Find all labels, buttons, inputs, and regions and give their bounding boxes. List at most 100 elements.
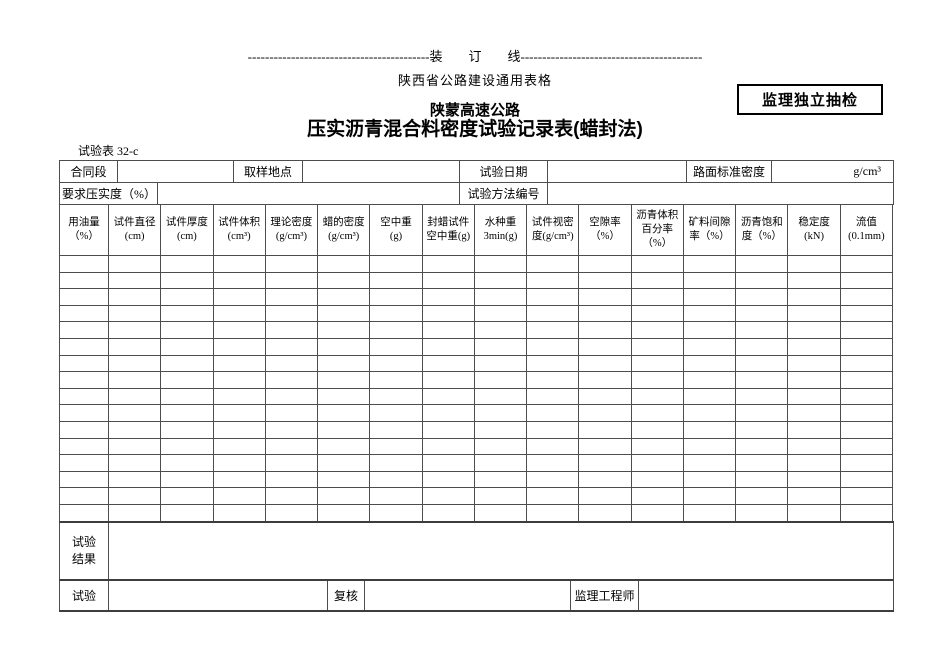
data-cell[interactable] <box>473 337 528 356</box>
data-cell[interactable] <box>212 288 266 306</box>
data-cell[interactable] <box>160 454 214 472</box>
data-cell[interactable] <box>59 321 109 339</box>
data-cell[interactable] <box>421 288 475 306</box>
data-cell[interactable] <box>839 321 894 339</box>
data-cell[interactable] <box>473 470 528 489</box>
data-cell[interactable] <box>787 437 841 456</box>
data-cell[interactable] <box>526 354 580 373</box>
data-cell[interactable] <box>682 503 737 522</box>
data-cell[interactable] <box>787 487 841 505</box>
data-cell[interactable] <box>317 354 371 373</box>
data-cell[interactable] <box>526 371 580 389</box>
data-cell[interactable] <box>578 304 632 323</box>
data-cell[interactable] <box>839 271 894 290</box>
data-cell[interactable] <box>473 420 528 439</box>
data-cell[interactable] <box>473 387 528 406</box>
data-cell[interactable] <box>317 337 371 356</box>
data-cell[interactable] <box>787 404 841 422</box>
data-cell[interactable] <box>839 437 894 456</box>
data-cell[interactable] <box>264 304 319 323</box>
data-cell[interactable] <box>578 470 632 489</box>
contract-section-value[interactable] <box>117 160 234 183</box>
data-cell[interactable] <box>526 437 580 456</box>
data-cell[interactable] <box>264 255 319 273</box>
data-cell[interactable] <box>160 437 214 456</box>
data-cell[interactable] <box>839 288 894 306</box>
data-cell[interactable] <box>473 271 528 290</box>
data-cell[interactable] <box>421 437 475 456</box>
data-cell[interactable] <box>264 387 319 406</box>
data-cell[interactable] <box>264 271 319 290</box>
data-cell[interactable] <box>59 404 109 422</box>
tester-signature-field[interactable] <box>108 578 328 612</box>
data-cell[interactable] <box>473 371 528 389</box>
data-cell[interactable] <box>682 454 737 472</box>
data-cell[interactable] <box>59 288 109 306</box>
sampling-location-value[interactable] <box>302 160 460 183</box>
data-cell[interactable] <box>160 371 214 389</box>
data-cell[interactable] <box>630 321 684 339</box>
data-cell[interactable] <box>107 503 162 522</box>
data-cell[interactable] <box>787 321 841 339</box>
data-cell[interactable] <box>317 255 371 273</box>
data-cell[interactable] <box>787 420 841 439</box>
data-cell[interactable] <box>735 371 789 389</box>
data-cell[interactable] <box>160 404 214 422</box>
data-cell[interactable] <box>526 387 580 406</box>
data-cell[interactable] <box>839 337 894 356</box>
data-cell[interactable] <box>578 337 632 356</box>
data-cell[interactable] <box>212 404 266 422</box>
data-cell[interactable] <box>369 271 423 290</box>
data-cell[interactable] <box>107 271 162 290</box>
data-cell[interactable] <box>682 387 737 406</box>
data-cell[interactable] <box>526 337 580 356</box>
data-cell[interactable] <box>59 255 109 273</box>
data-cell[interactable] <box>107 304 162 323</box>
data-cell[interactable] <box>264 288 319 306</box>
data-cell[interactable] <box>735 437 789 456</box>
data-cell[interactable] <box>735 487 789 505</box>
data-cell[interactable] <box>787 271 841 290</box>
data-cell[interactable] <box>59 354 109 373</box>
data-cell[interactable] <box>787 255 841 273</box>
data-cell[interactable] <box>526 404 580 422</box>
data-cell[interactable] <box>59 487 109 505</box>
data-cell[interactable] <box>421 271 475 290</box>
data-cell[interactable] <box>264 437 319 456</box>
data-cell[interactable] <box>212 271 266 290</box>
data-cell[interactable] <box>59 304 109 323</box>
data-cell[interactable] <box>160 304 214 323</box>
data-cell[interactable] <box>839 404 894 422</box>
data-cell[interactable] <box>59 271 109 290</box>
data-cell[interactable] <box>317 487 371 505</box>
data-cell[interactable] <box>839 503 894 522</box>
data-cell[interactable] <box>317 387 371 406</box>
data-cell[interactable] <box>264 503 319 522</box>
data-cell[interactable] <box>787 337 841 356</box>
data-cell[interactable] <box>682 420 737 439</box>
data-cell[interactable] <box>839 371 894 389</box>
data-cell[interactable] <box>787 387 841 406</box>
data-cell[interactable] <box>578 371 632 389</box>
data-cell[interactable] <box>369 371 423 389</box>
data-cell[interactable] <box>839 454 894 472</box>
data-cell[interactable] <box>107 437 162 456</box>
data-cell[interactable] <box>578 487 632 505</box>
data-cell[interactable] <box>526 470 580 489</box>
data-cell[interactable] <box>787 503 841 522</box>
data-cell[interactable] <box>578 387 632 406</box>
data-cell[interactable] <box>369 487 423 505</box>
data-cell[interactable] <box>160 470 214 489</box>
test-date-value[interactable] <box>547 160 687 183</box>
data-cell[interactable] <box>787 371 841 389</box>
data-cell[interactable] <box>107 487 162 505</box>
data-cell[interactable] <box>682 354 737 373</box>
data-cell[interactable] <box>839 487 894 505</box>
data-cell[interactable] <box>682 371 737 389</box>
data-cell[interactable] <box>735 288 789 306</box>
data-cell[interactable] <box>59 387 109 406</box>
data-cell[interactable] <box>578 503 632 522</box>
data-cell[interactable] <box>317 404 371 422</box>
data-cell[interactable] <box>839 354 894 373</box>
required-compaction-value[interactable] <box>157 182 460 205</box>
